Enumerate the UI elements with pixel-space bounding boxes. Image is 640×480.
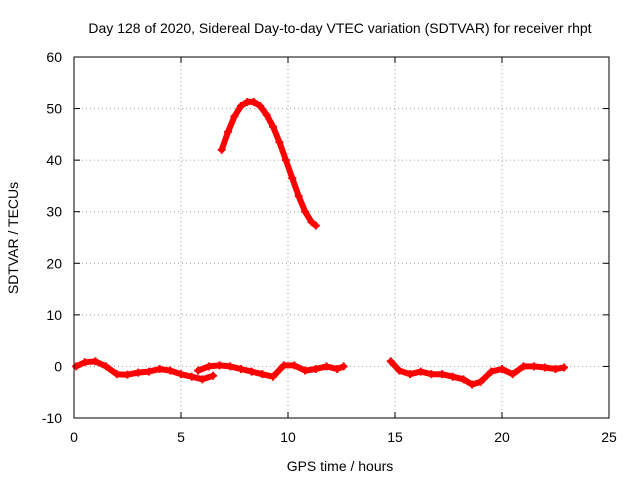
- y-tick-label: 30: [46, 204, 62, 220]
- data-point: [230, 112, 239, 121]
- y-tick-label: 60: [46, 49, 62, 65]
- data-point: [258, 370, 267, 379]
- data-point: [288, 174, 297, 183]
- y-tick-label: 50: [46, 101, 62, 117]
- series-arc-4: [386, 357, 569, 389]
- data-point: [134, 368, 143, 377]
- series-arc-2: [72, 357, 218, 384]
- data-point: [269, 372, 278, 381]
- data-point: [279, 361, 288, 370]
- x-tick-label: 25: [601, 429, 617, 445]
- data-point: [187, 372, 196, 381]
- data-point: [468, 380, 477, 389]
- data-point: [487, 367, 496, 376]
- data-point: [448, 372, 457, 381]
- data-point: [301, 366, 310, 375]
- data-point: [540, 363, 549, 372]
- data-point: [294, 192, 303, 201]
- data-point: [226, 362, 235, 371]
- data-series: [72, 97, 569, 389]
- data-point: [322, 362, 331, 371]
- data-point: [249, 97, 258, 106]
- grid-lines: [74, 57, 609, 418]
- y-axis-title: SDTVAR / TECUs: [5, 182, 21, 294]
- data-point: [438, 370, 447, 379]
- x-tick-label: 0: [70, 429, 78, 445]
- y-tick-label: -10: [42, 410, 62, 426]
- data-point: [112, 370, 121, 379]
- data-point: [427, 370, 436, 379]
- data-point: [311, 221, 320, 230]
- series-arc-3: [194, 361, 348, 381]
- data-point: [560, 363, 569, 372]
- data-point: [236, 101, 245, 110]
- data-point: [498, 365, 506, 374]
- data-point: [395, 366, 404, 375]
- data-point: [247, 367, 256, 376]
- data-point: [281, 156, 290, 165]
- data-point: [307, 218, 316, 227]
- data-point: [530, 362, 539, 371]
- data-point: [262, 110, 271, 119]
- data-point: [209, 371, 218, 380]
- tick-labels: 0 5 10 15 20 25 -10 0 10 20 30 40 50 60: [42, 49, 617, 445]
- data-point: [405, 370, 414, 379]
- data-point: [551, 365, 560, 374]
- data-point: [217, 145, 226, 154]
- data-point: [256, 101, 265, 110]
- x-tick-label: 10: [280, 429, 296, 445]
- y-tick-label: 0: [54, 358, 62, 374]
- x-tick-label: 5: [177, 429, 185, 445]
- x-tick-label: 15: [387, 429, 403, 445]
- chart-title: Day 128 of 2020, Sidereal Day-to-day VTE…: [88, 20, 591, 36]
- y-tick-label: 40: [46, 152, 62, 168]
- data-point: [290, 361, 299, 370]
- y-tick-label: 10: [46, 307, 62, 323]
- data-point: [215, 361, 224, 370]
- data-point: [177, 370, 185, 379]
- data-point: [91, 357, 100, 366]
- plot-frame: [73, 56, 610, 419]
- data-point: [198, 375, 207, 384]
- data-point: [311, 365, 320, 374]
- data-point: [236, 365, 245, 374]
- data-point: [224, 127, 233, 136]
- data-point: [476, 377, 485, 386]
- data-point: [416, 367, 425, 376]
- series-arc-1: [217, 97, 320, 230]
- data-point: [339, 362, 348, 371]
- data-point: [459, 375, 468, 384]
- data-point: [194, 366, 203, 375]
- data-point: [80, 358, 89, 367]
- data-point: [166, 366, 175, 375]
- data-point: [508, 370, 517, 379]
- data-point: [275, 138, 284, 147]
- data-point: [269, 122, 278, 131]
- data-point: [155, 365, 164, 374]
- data-point: [519, 362, 528, 371]
- x-tick-label: 20: [494, 429, 510, 445]
- data-point: [333, 365, 342, 374]
- data-point: [72, 362, 81, 371]
- x-axis-title: GPS time / hours: [287, 458, 394, 474]
- data-point: [386, 357, 395, 366]
- series-trace: [218, 98, 319, 229]
- data-point: [102, 362, 111, 371]
- data-point: [301, 207, 310, 216]
- data-point: [144, 367, 153, 376]
- data-point: [123, 370, 132, 379]
- data-point: [204, 362, 213, 371]
- y-tick-label: 20: [46, 255, 62, 271]
